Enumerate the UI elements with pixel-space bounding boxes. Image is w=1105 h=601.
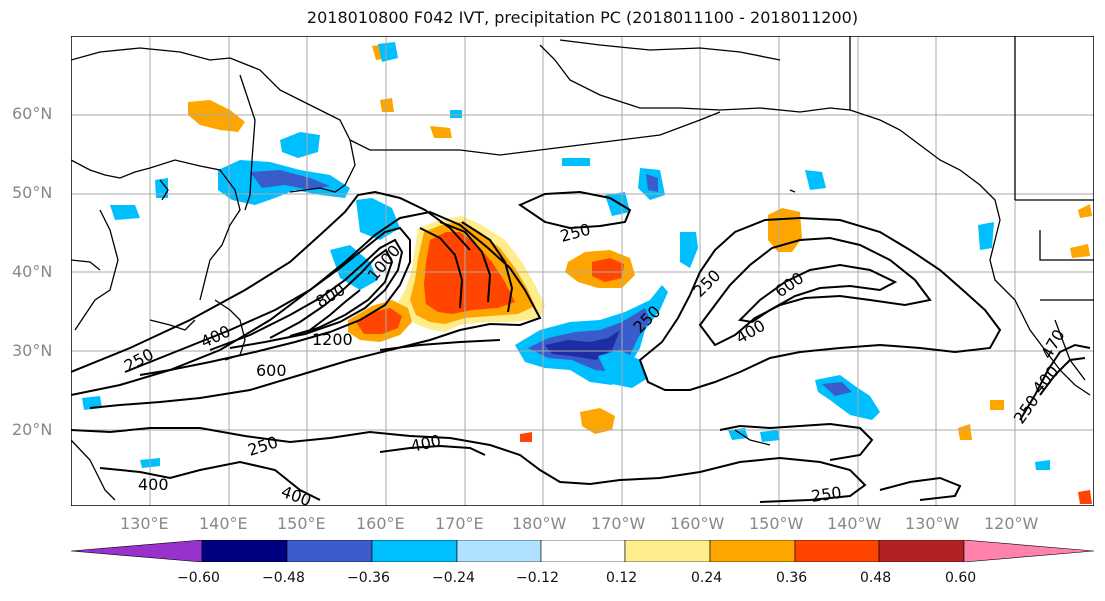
precip-negative-shading (82, 42, 1050, 470)
lon-label-130w: 130°W (905, 514, 960, 533)
lon-label-160w: 160°W (670, 514, 725, 533)
lon-label-160e: 160°E (356, 514, 405, 533)
colorbar-tick-neg048: −0.48 (262, 570, 305, 586)
contour-label-600-w: 600 (256, 361, 287, 380)
lat-label-20n: 20°N (12, 420, 53, 439)
colorbar-tick-neg024: −0.24 (432, 570, 475, 586)
colorbar-segments (71, 540, 1094, 562)
lon-label-150e: 150°E (277, 514, 326, 533)
precip-positive-shading (188, 44, 1092, 504)
coastlines (71, 36, 1094, 501)
chart-title: 2018010800 F042 IVT, precipitation PC (2… (306, 8, 859, 27)
lat-label-30n: 30°N (12, 341, 53, 360)
lon-label-140e: 140°E (199, 514, 248, 533)
lon-label-140w: 140°W (827, 514, 882, 533)
lon-label-130e: 130°E (120, 514, 169, 533)
colorbar-tick-012: 0.12 (606, 570, 638, 586)
ivt-contours (71, 190, 1091, 503)
colorbar-tick-048: 0.48 (860, 570, 892, 586)
lat-label-40n: 40°N (12, 262, 53, 281)
contour-label-400-s2: 400 (279, 482, 314, 506)
contour-label-400-sw: 400 (138, 475, 169, 494)
colorbar-tick-neg012: −0.12 (516, 570, 559, 586)
colorbar (71, 540, 1094, 562)
contour-label-250-s: 250 (810, 483, 843, 506)
lon-label-150w: 150°W (749, 514, 804, 533)
map-panel: 250 400 600 1200 800 1000 250 250 250 60… (71, 36, 1094, 506)
contour-label-250-west: 250 (689, 266, 724, 301)
lon-label-170e: 170°E (435, 514, 484, 533)
lat-label-60n: 60°N (12, 104, 53, 123)
colorbar-tick-024: 0.24 (691, 570, 723, 586)
lon-label-180w: 180°W (512, 514, 567, 533)
contour-label-1200: 1200 (312, 330, 353, 349)
contour-label-400-s: 400 (409, 431, 443, 456)
colorbar-tick-060: 0.60 (945, 570, 977, 586)
colorbar-tick-036: 0.36 (776, 570, 808, 586)
colorbar-tick-neg060: −0.60 (177, 570, 220, 586)
contour-label-400-e: 400 (733, 316, 769, 348)
colorbar-tick-neg036: −0.36 (347, 570, 390, 586)
lon-label-170w: 170°W (591, 514, 646, 533)
contour-label-250-mid: 250 (558, 220, 592, 246)
lon-label-120w: 120°W (984, 514, 1039, 533)
lat-label-50n: 50°N (12, 183, 53, 202)
